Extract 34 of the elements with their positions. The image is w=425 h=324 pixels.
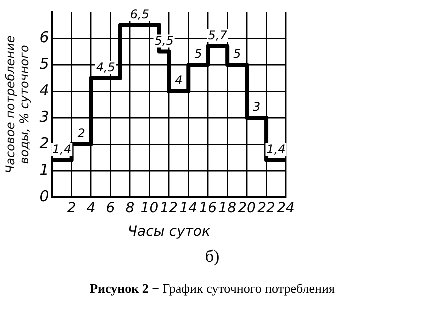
data-label: 5 [194,47,202,62]
x-tick-label: 4 [86,200,96,216]
x-axis-title: Часы суток [128,224,211,240]
x-tick-label: 14 [180,200,198,216]
data-label: 1,4 [266,142,286,156]
data-label: 2 [78,126,86,141]
y-tick-label: 5 [40,54,50,73]
data-label: 6,5 [130,7,150,22]
x-tick-label: 10 [140,200,159,216]
data-label: 5,7 [208,28,228,43]
data-label: 5 [234,47,242,62]
x-tick-label: 2 [67,200,76,216]
y-tick-label: 6 [40,28,50,46]
data-label: 5,5 [154,34,174,48]
data-label: 3 [252,100,261,114]
text: б) [204,247,221,267]
data-label: 4,5 [96,60,116,74]
y-tick-label: 0 [40,187,50,206]
y-tick-label: 2 [40,134,50,152]
y-axis-title: Часовое потребление воды, % суточного [3,36,32,174]
y-tick-label: 1 [40,160,50,179]
x-tick-label: 16 [199,200,218,216]
x-tick-label: 12 [160,200,178,216]
x-tick-label: 20 [238,200,256,216]
x-tick-label: 6 [106,200,116,216]
data-label: 4 [175,74,183,88]
x-tick-label: 8 [126,200,135,216]
data-label: 1,4 [52,142,72,156]
y-tick-label: 3 [40,108,50,126]
text: Рисунок 2 − График суточного потребления [89,281,336,297]
x-tick-label: 18 [218,200,237,216]
y-tick-label: 4 [40,81,50,100]
x-tick-label: 22 [258,200,276,216]
x-tick-label: 24 [277,200,295,216]
